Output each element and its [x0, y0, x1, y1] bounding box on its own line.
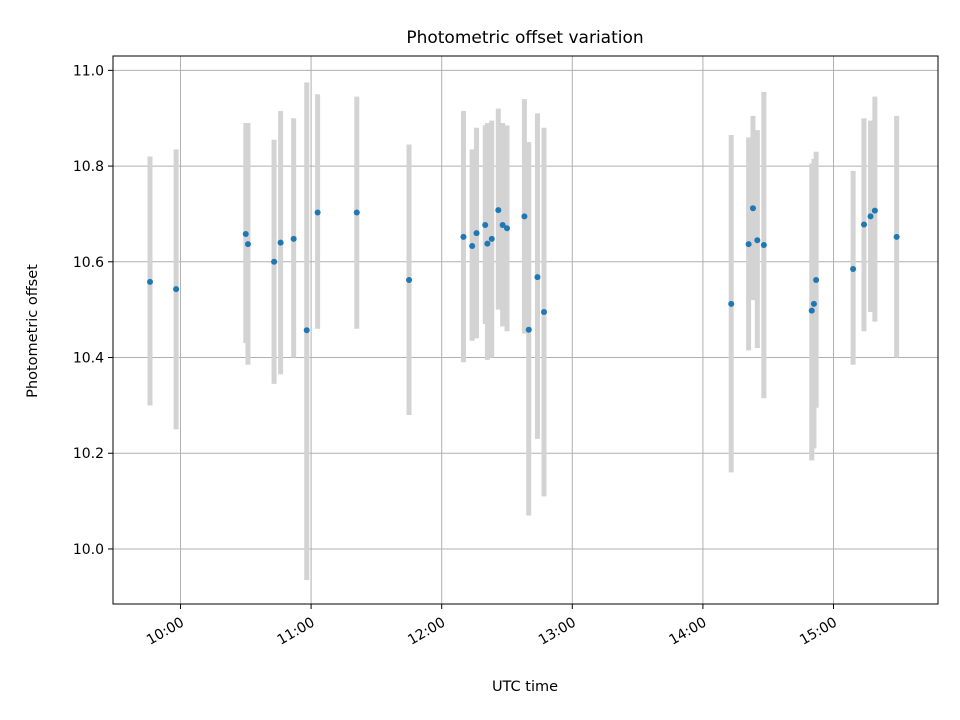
data-point	[314, 209, 321, 216]
data-point	[503, 225, 510, 232]
data-point	[242, 231, 249, 238]
data-point	[290, 235, 297, 242]
data-point	[147, 278, 154, 285]
data-point	[482, 221, 489, 228]
data-point	[850, 265, 857, 272]
y-tick-label: 10.2	[73, 446, 104, 462]
data-point	[760, 242, 767, 249]
y-tick-label: 10.6	[73, 255, 104, 271]
data-point	[525, 326, 532, 333]
data-point	[173, 286, 180, 293]
data-point	[728, 300, 735, 307]
data-point	[495, 207, 502, 214]
data-point	[303, 327, 310, 334]
data-point	[460, 233, 467, 240]
data-point	[754, 237, 761, 244]
y-tick-label: 10.8	[73, 159, 104, 175]
data-point	[745, 241, 752, 248]
point-layer	[147, 205, 900, 334]
x-axis-label: UTC time	[492, 679, 558, 695]
y-tick-label: 11.0	[73, 63, 104, 79]
y-axis: 10.0 10.2 10.4 10.6 10.8 11.0	[73, 63, 113, 558]
data-point	[808, 307, 815, 314]
plot-frame	[112, 55, 939, 605]
data-point	[860, 221, 867, 228]
data-point	[534, 274, 541, 281]
y-tick-label: 10.4	[73, 351, 104, 367]
data-point	[541, 309, 548, 316]
data-point	[277, 239, 284, 246]
data-point	[473, 230, 480, 237]
y-tick-label: 10.0	[73, 542, 104, 558]
chart-title: Photometric offset variation	[406, 28, 643, 48]
data-point	[271, 258, 278, 265]
y-axis-label: Photometric offset	[25, 264, 41, 398]
data-point	[813, 276, 820, 283]
data-point	[810, 300, 817, 307]
data-point	[469, 243, 476, 250]
data-point	[749, 205, 756, 212]
data-point	[521, 213, 528, 220]
data-point	[484, 240, 491, 247]
data-point	[353, 209, 360, 216]
data-point	[893, 233, 900, 240]
data-point	[244, 241, 251, 248]
data-point	[499, 221, 506, 228]
data-point	[406, 276, 413, 283]
data-point	[488, 235, 495, 242]
data-point	[867, 213, 874, 220]
data-point	[871, 207, 878, 214]
